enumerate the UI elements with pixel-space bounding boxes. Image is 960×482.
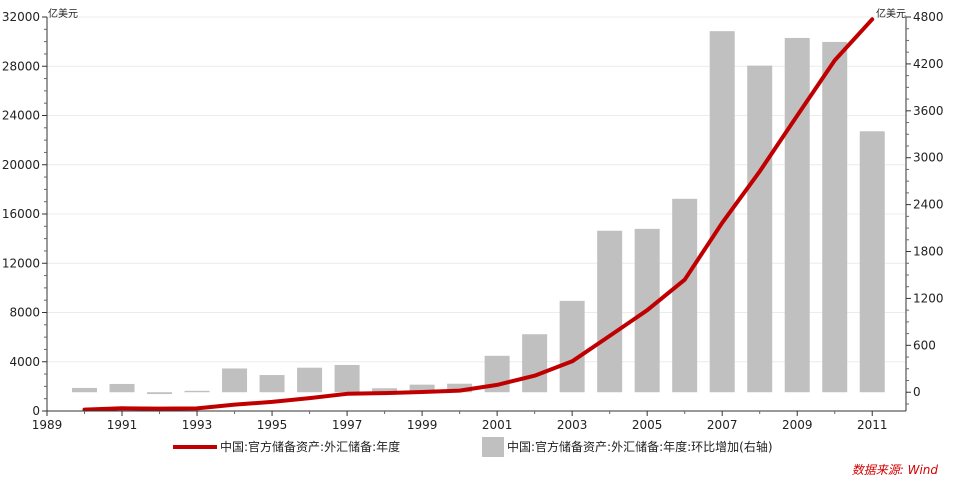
right-tick-label: 2400 <box>913 198 944 212</box>
line-series <box>82 17 875 412</box>
bar-2010 <box>822 41 848 393</box>
x-axis-ticks: 1989 1991 1993 1995 1997 1999 2001 2003 2005 2007… <box>32 411 888 432</box>
legend-bar-swatch <box>482 437 504 457</box>
bar-2004 <box>597 230 623 393</box>
bar-2008 <box>747 65 773 393</box>
bar-1993 <box>184 390 210 393</box>
data-source-note: 数据来源: Wind <box>852 463 939 477</box>
right-tick-label: 3600 <box>913 104 944 118</box>
bar-1992 <box>147 392 173 395</box>
left-tick-label: 0 <box>32 404 40 418</box>
x-tick-label: 2007 <box>707 418 738 432</box>
bar-1999 <box>409 384 435 393</box>
bar-1991 <box>109 383 135 393</box>
left-axis-unit: 亿美元 <box>48 7 78 20</box>
left-tick-label: 24000 <box>2 109 40 123</box>
bar-2002 <box>522 334 548 393</box>
bar-1996 <box>297 367 323 393</box>
left-axis-ticks: 0 4000 8000 12000 16000 20000 24000 28000 32000 <box>2 10 47 418</box>
right-tick-label: 4200 <box>913 57 944 71</box>
x-tick-label: 2011 <box>857 418 888 432</box>
right-tick-label: 4800 <box>913 10 944 24</box>
bar-1997 <box>334 364 360 393</box>
right-tick-label: 3000 <box>913 151 944 165</box>
legend: 中国:官方储备资产:外汇储备:年度 中国:官方储备资产:外汇储备:年度:环比增加… <box>173 437 773 457</box>
bar-1994 <box>222 368 248 393</box>
x-tick-label: 1989 <box>32 418 63 432</box>
right-axis-ticks: 0 600 1200 1800 2400 3000 3600 4200 4800 <box>906 10 944 405</box>
x-tick-label: 1997 <box>332 418 363 432</box>
x-tick-label: 2009 <box>782 418 813 432</box>
bar-2000 <box>447 383 473 393</box>
left-tick-label: 16000 <box>2 207 40 221</box>
x-tick-label: 1995 <box>257 418 288 432</box>
bar-2011 <box>859 131 885 393</box>
right-tick-label: 1200 <box>913 291 944 305</box>
right-axis-unit: 亿美元 <box>876 7 906 20</box>
x-tick-label: 1993 <box>182 418 213 432</box>
left-tick-label: 28000 <box>2 59 40 73</box>
legend-label-line: 中国:官方储备资产:外汇储备:年度 <box>220 439 400 454</box>
left-tick-label: 4000 <box>9 355 40 369</box>
left-tick-label: 20000 <box>2 158 40 172</box>
bar-series <box>72 31 885 395</box>
right-tick-label: 600 <box>913 338 936 352</box>
bar-2006 <box>672 198 698 393</box>
right-tick-label: 0 <box>913 385 921 399</box>
x-tick-label: 2001 <box>482 418 513 432</box>
gridlines <box>47 16 906 363</box>
x-tick-label: 1991 <box>107 418 138 432</box>
x-tick-label: 2003 <box>557 418 588 432</box>
bar-1995 <box>259 375 285 393</box>
legend-label-bar: 中国:官方储备资产:外汇储备:年度:环比增加(右轴) <box>507 439 773 454</box>
reserves-line <box>82 17 875 412</box>
left-tick-label: 8000 <box>9 306 40 320</box>
bar-2009 <box>784 37 810 393</box>
bar-1990 <box>72 387 98 393</box>
bar-1998 <box>372 388 398 393</box>
x-tick-label: 2005 <box>632 418 663 432</box>
right-tick-label: 1800 <box>913 245 944 259</box>
x-tick-label: 1999 <box>407 418 438 432</box>
bar-2003 <box>559 300 585 393</box>
left-tick-label: 12000 <box>2 256 40 270</box>
left-tick-label: 32000 <box>2 10 40 24</box>
